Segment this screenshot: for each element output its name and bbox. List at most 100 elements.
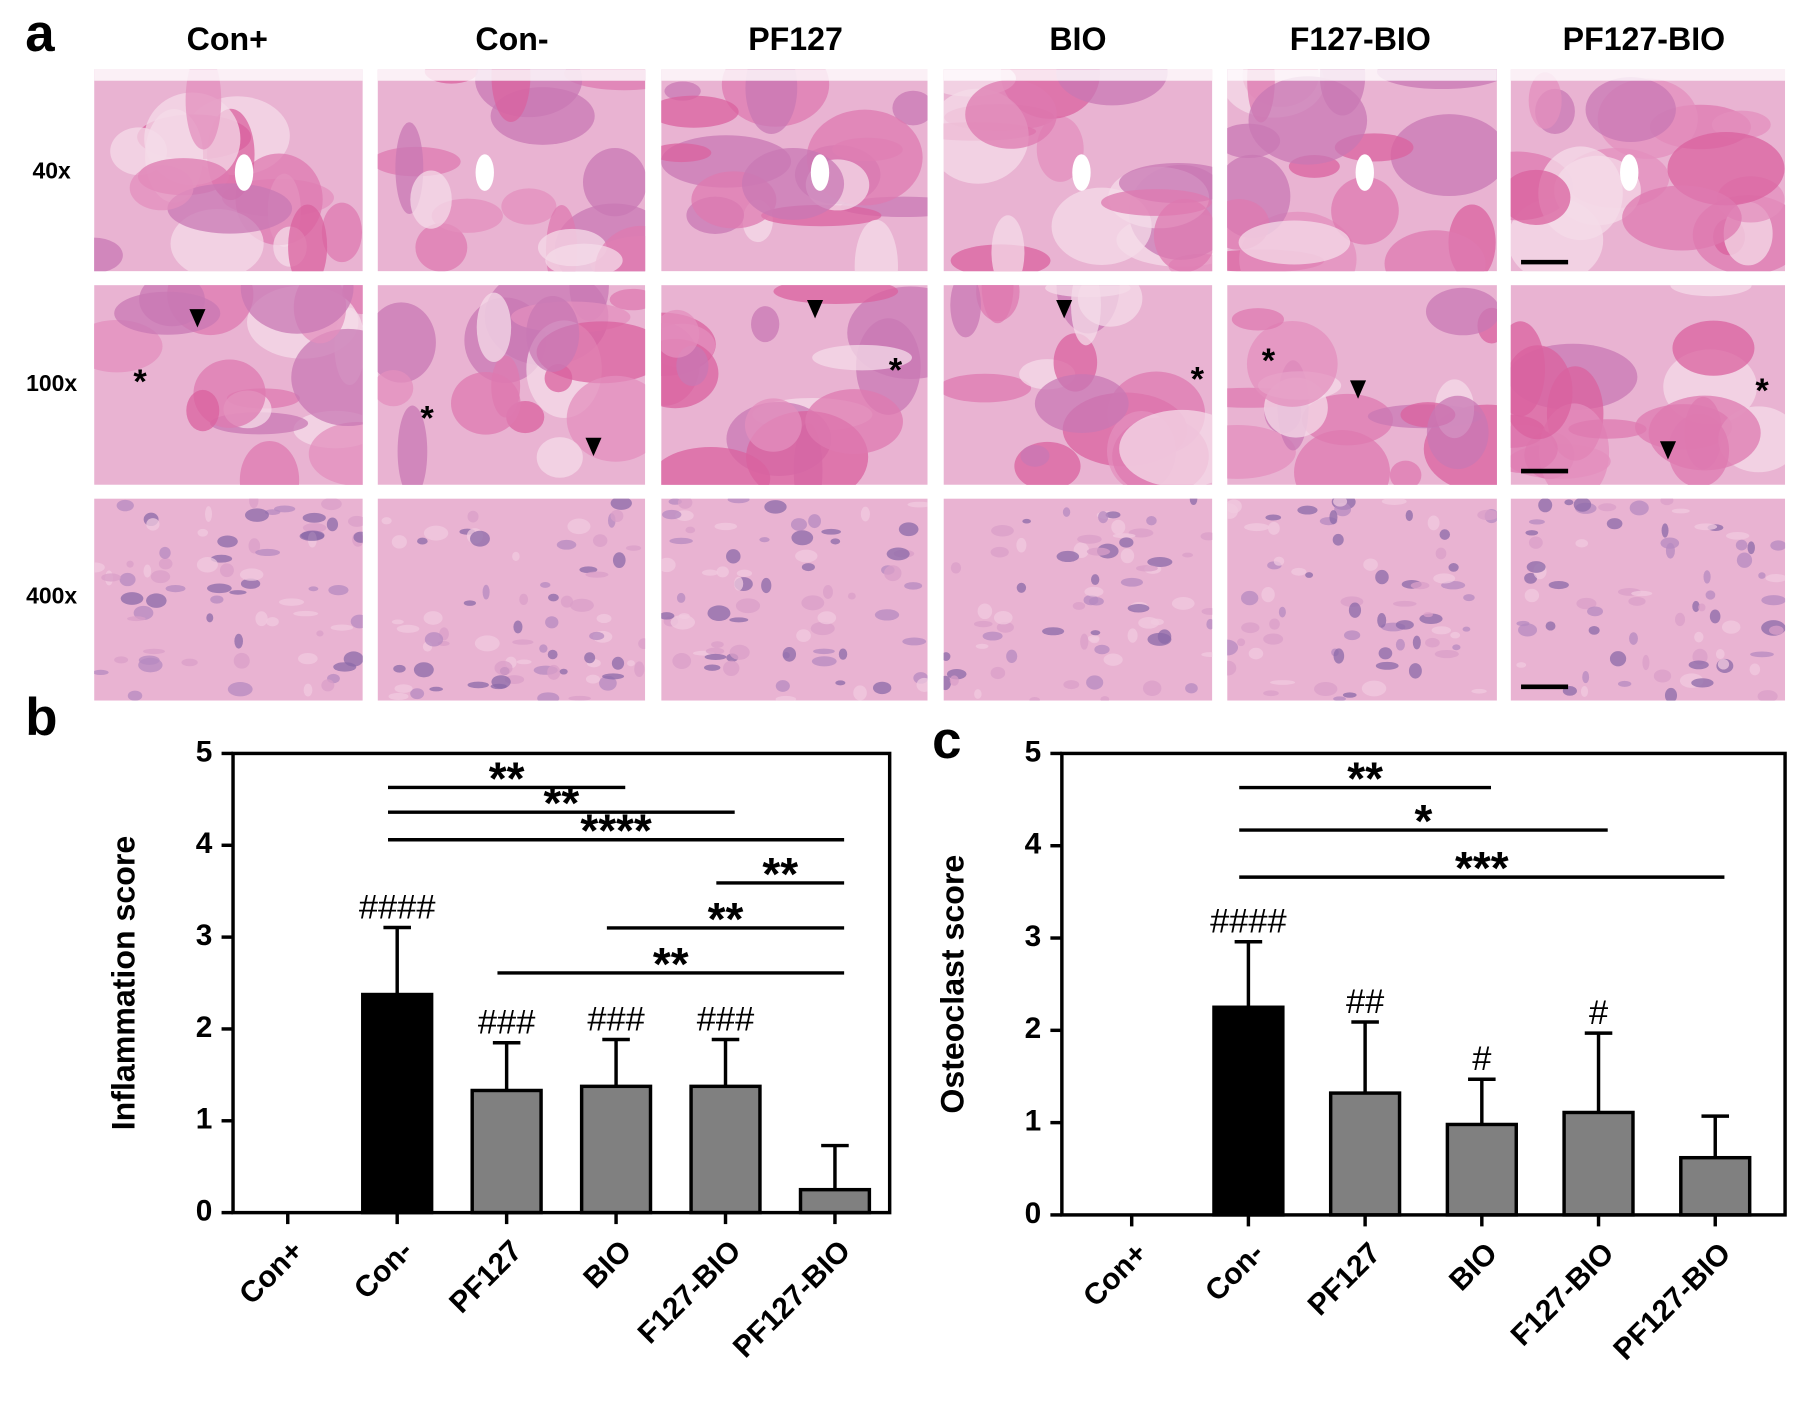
tissue-texture bbox=[1072, 601, 1086, 610]
tissue-texture bbox=[1127, 604, 1150, 613]
tissue-texture bbox=[239, 568, 264, 581]
tissue-texture bbox=[1090, 630, 1101, 636]
y-tick-label: 1 bbox=[196, 1103, 213, 1136]
tissue-texture bbox=[1408, 663, 1422, 679]
tissue-texture bbox=[1135, 565, 1158, 572]
tissue-texture bbox=[1770, 540, 1786, 551]
tissue-texture bbox=[150, 570, 171, 584]
tissue-texture bbox=[1450, 631, 1461, 639]
asterisk-marker: * bbox=[1191, 361, 1205, 399]
tissue-texture bbox=[545, 243, 623, 272]
tissue-texture bbox=[127, 616, 146, 622]
tissue-texture bbox=[1098, 511, 1109, 524]
tissue-texture bbox=[1725, 531, 1750, 540]
significance-label: #### bbox=[1210, 903, 1287, 941]
tissue-texture bbox=[1691, 678, 1714, 688]
tissue-texture bbox=[240, 285, 354, 334]
x-tick-label: F127-BIO bbox=[1505, 1237, 1621, 1353]
tissue-texture bbox=[299, 531, 325, 541]
tissue-texture bbox=[1452, 644, 1461, 651]
tissue-texture bbox=[467, 681, 489, 689]
tissue-texture bbox=[1629, 500, 1649, 516]
tissue-texture bbox=[950, 562, 962, 574]
tissue-texture bbox=[714, 522, 738, 531]
tissue-texture bbox=[612, 552, 626, 569]
tissue-texture bbox=[1427, 515, 1440, 531]
tissue-texture bbox=[585, 571, 609, 578]
tissue-texture bbox=[245, 508, 269, 522]
tissue-texture bbox=[1545, 621, 1556, 631]
tissue-texture bbox=[943, 675, 952, 691]
bar bbox=[470, 1088, 543, 1215]
tissue-texture bbox=[417, 537, 428, 545]
asterisk-marker: * bbox=[1755, 372, 1769, 410]
tissue-texture bbox=[227, 682, 253, 697]
tissue-texture bbox=[1231, 308, 1284, 331]
tissue-texture bbox=[661, 143, 712, 163]
tissue-texture bbox=[625, 545, 642, 551]
tissue-texture bbox=[1034, 374, 1129, 433]
column-header: Con+ bbox=[187, 21, 268, 57]
tissue-texture bbox=[1086, 675, 1104, 690]
tissue-texture bbox=[1246, 320, 1338, 407]
tissue-texture bbox=[1389, 460, 1422, 485]
tissue-texture bbox=[119, 572, 136, 587]
tissue-texture bbox=[1084, 586, 1104, 597]
tissue-texture bbox=[847, 592, 856, 600]
tissue-texture bbox=[1091, 574, 1100, 586]
bar bbox=[1328, 1091, 1402, 1217]
tissue-texture bbox=[950, 285, 981, 338]
tissue-texture bbox=[288, 204, 328, 272]
tissue-texture bbox=[330, 624, 354, 631]
tissue-texture bbox=[513, 620, 523, 634]
tissue-texture bbox=[94, 562, 105, 573]
tissue-texture bbox=[1157, 629, 1172, 644]
tissue-texture bbox=[302, 512, 326, 523]
significance-label: ### bbox=[478, 1004, 535, 1042]
tissue-texture bbox=[423, 525, 449, 541]
significance-label: ## bbox=[1346, 983, 1384, 1021]
tissue-texture bbox=[394, 684, 413, 693]
tissue-texture bbox=[1294, 430, 1391, 485]
tissue-texture bbox=[158, 558, 173, 570]
tissue-texture bbox=[1147, 557, 1173, 567]
tissue-texture bbox=[321, 679, 335, 692]
tissue-texture bbox=[1426, 395, 1489, 470]
tissue-texture bbox=[1261, 586, 1275, 603]
tissue-texture bbox=[1237, 638, 1246, 647]
tissue-texture bbox=[273, 505, 296, 513]
arrowhead bbox=[807, 299, 824, 319]
tissue-texture bbox=[1333, 498, 1348, 507]
histology-image bbox=[94, 285, 363, 485]
x-tick-label: PF127-BIO bbox=[1607, 1237, 1737, 1367]
tissue-texture bbox=[1405, 509, 1413, 522]
tissue-texture bbox=[1201, 607, 1213, 615]
tissue-texture bbox=[707, 605, 731, 621]
tissue-texture bbox=[114, 291, 221, 335]
tissue-texture bbox=[1332, 533, 1344, 546]
tissue-texture bbox=[1105, 511, 1121, 519]
bar bbox=[361, 992, 434, 1215]
tissue-texture bbox=[991, 215, 1025, 272]
histology-image bbox=[1227, 498, 1497, 701]
tissue-texture bbox=[1375, 569, 1389, 585]
tissue-texture bbox=[206, 613, 214, 623]
asterisk-marker: * bbox=[420, 400, 434, 438]
tissue-texture bbox=[1582, 671, 1590, 684]
top-edge bbox=[661, 69, 928, 81]
comparison-label: ** bbox=[653, 938, 689, 990]
tissue-texture bbox=[1263, 633, 1284, 645]
y-tick-label: 2 bbox=[1025, 1012, 1042, 1045]
tissue-texture bbox=[348, 515, 363, 527]
tissue-texture bbox=[1526, 561, 1546, 573]
tissue-texture bbox=[795, 549, 818, 563]
tissue-texture bbox=[255, 611, 268, 627]
tissue-texture bbox=[1761, 595, 1786, 606]
tissue-texture bbox=[159, 546, 171, 559]
tissue-texture bbox=[579, 566, 598, 574]
tissue-texture bbox=[1717, 658, 1730, 670]
tissue-texture bbox=[1425, 287, 1497, 336]
histology-image bbox=[661, 69, 928, 272]
tissue-texture bbox=[1393, 600, 1417, 607]
pulp bbox=[1620, 154, 1639, 191]
